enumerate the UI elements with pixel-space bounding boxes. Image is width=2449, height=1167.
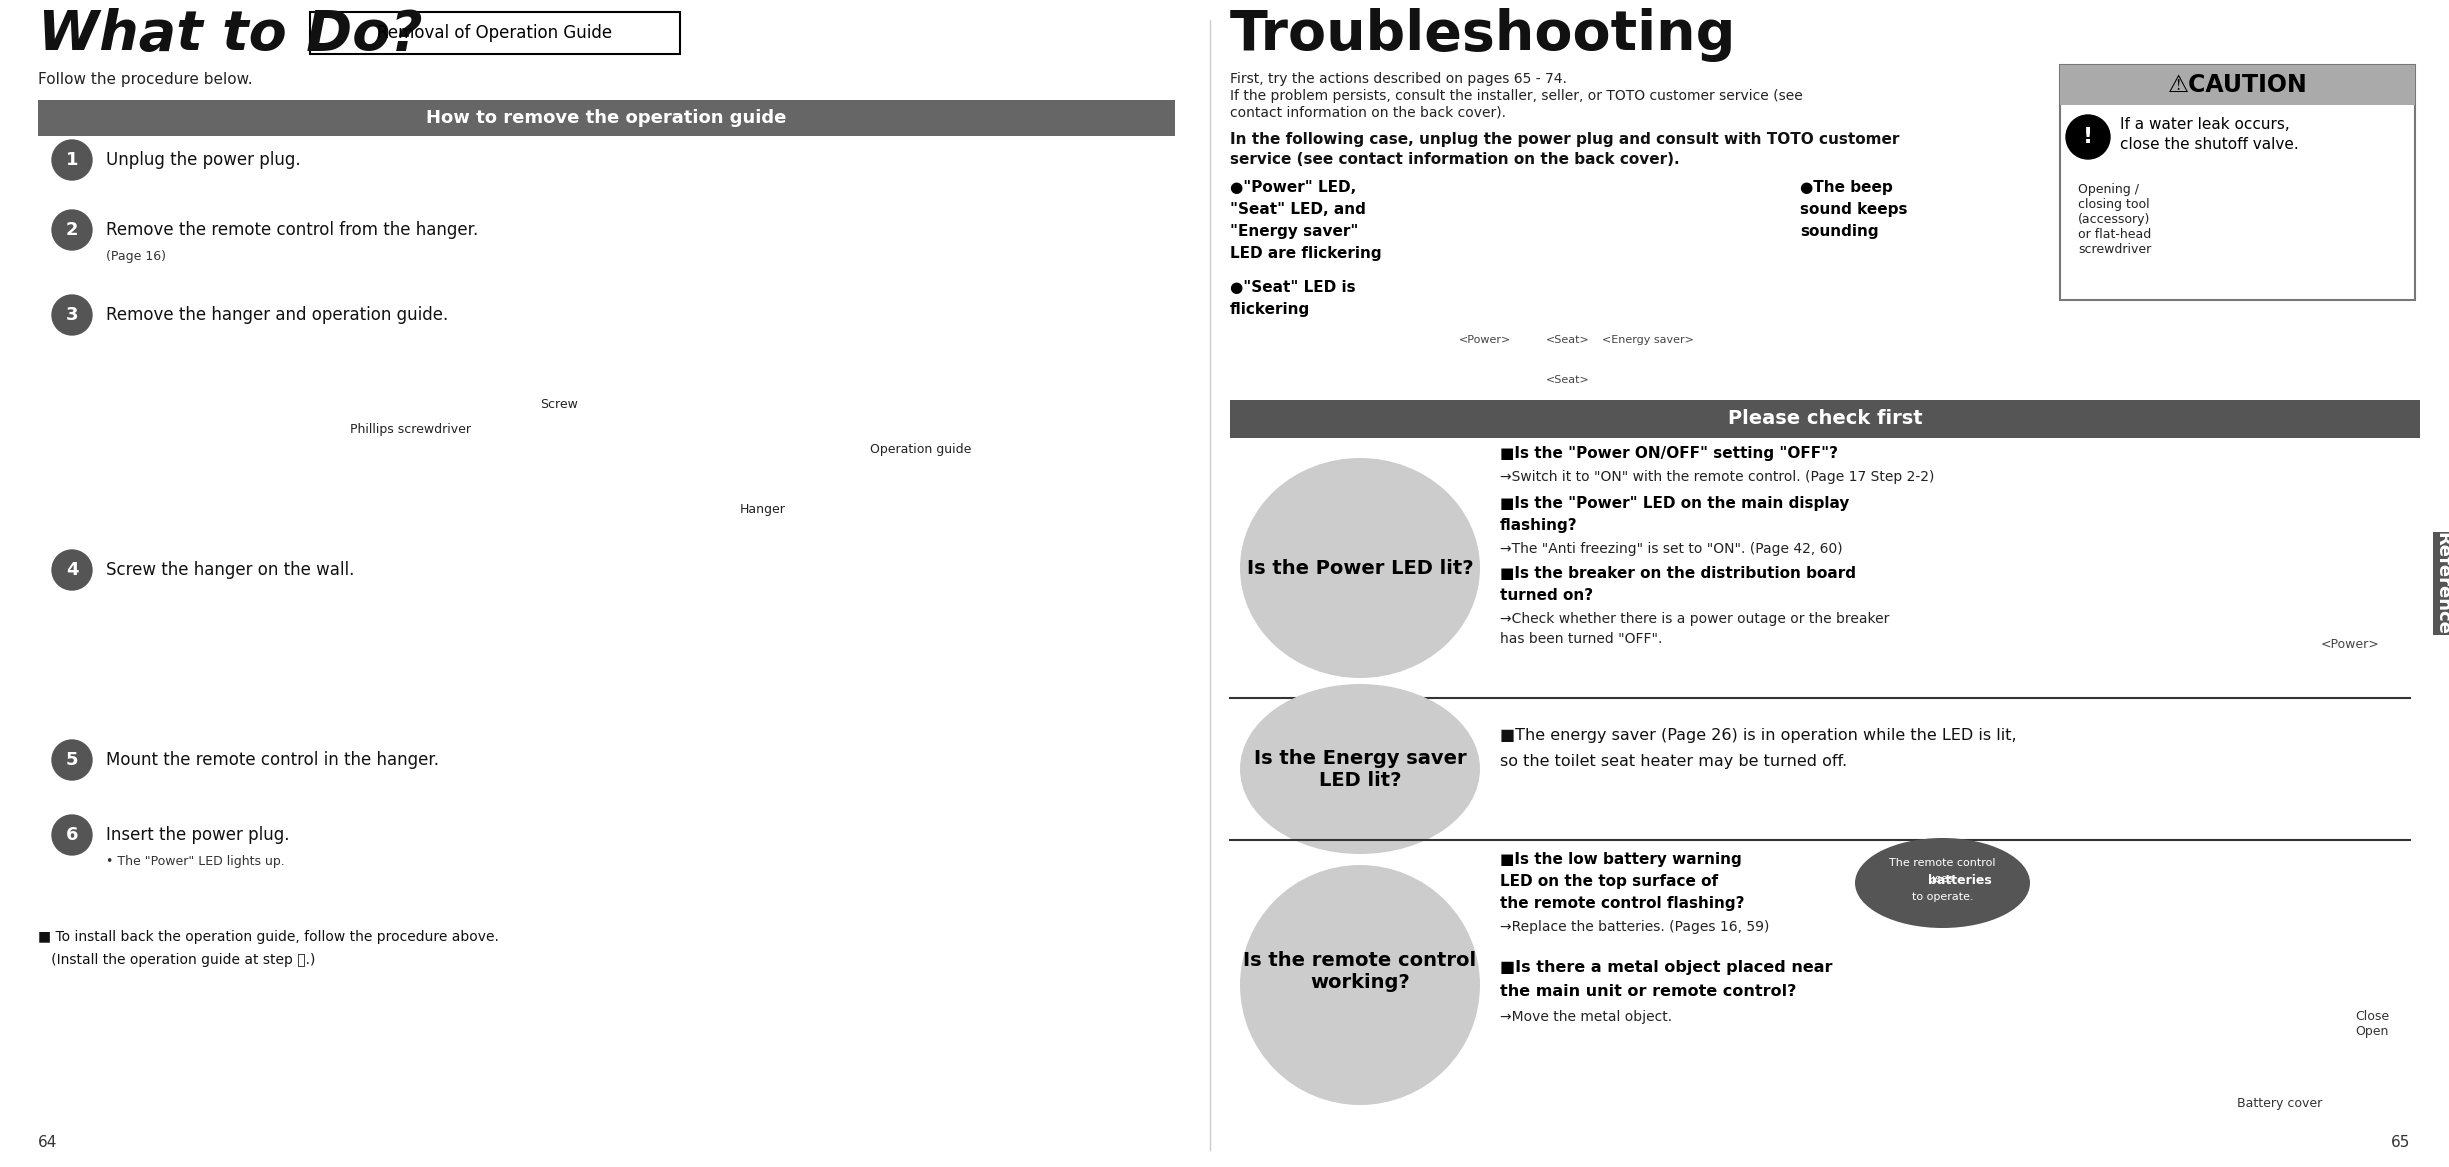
Text: <Power>: <Power>	[2322, 638, 2380, 651]
Text: LED are flickering: LED are flickering	[1229, 246, 1381, 261]
Text: →The "Anti freezing" is set to "ON". (Page 42, 60): →The "Anti freezing" is set to "ON". (Pa…	[1499, 541, 1842, 555]
Text: ■Is the "Power ON/OFF" setting "OFF"?: ■Is the "Power ON/OFF" setting "OFF"?	[1499, 446, 1839, 461]
Text: In the following case, unplug the power plug and consult with TOTO customer: In the following case, unplug the power …	[1229, 132, 1900, 147]
Text: LED on the top surface of: LED on the top surface of	[1499, 874, 1719, 889]
Text: 4: 4	[66, 561, 78, 579]
Text: Close
Open: Close Open	[2356, 1009, 2390, 1037]
Text: Insert the power plug.: Insert the power plug.	[105, 826, 289, 844]
Text: has been turned "OFF".: has been turned "OFF".	[1499, 633, 1663, 647]
Text: 3: 3	[66, 306, 78, 324]
Text: ■Is there a metal object placed near: ■Is there a metal object placed near	[1499, 960, 1832, 974]
Text: →Replace the batteries. (Pages 16, 59): →Replace the batteries. (Pages 16, 59)	[1499, 920, 1768, 934]
Text: Is the remote control
working?: Is the remote control working?	[1244, 950, 1477, 992]
Text: service (see contact information on the back cover).: service (see contact information on the …	[1229, 152, 1680, 167]
Text: If a water leak occurs,: If a water leak occurs,	[2121, 117, 2290, 132]
Ellipse shape	[1239, 457, 1479, 678]
Text: turned on?: turned on?	[1499, 588, 1594, 603]
Circle shape	[51, 295, 93, 335]
Text: <Seat>: <Seat>	[1545, 335, 1589, 345]
Text: Hanger: Hanger	[740, 503, 786, 517]
Text: "Seat" LED, and: "Seat" LED, and	[1229, 202, 1367, 217]
Text: <Energy saver>: <Energy saver>	[1602, 335, 1695, 345]
Text: →Move the metal object.: →Move the metal object.	[1499, 1009, 1673, 1023]
Text: close the shutoff valve.: close the shutoff valve.	[2121, 137, 2300, 152]
Text: Battery cover: Battery cover	[2238, 1097, 2322, 1110]
Bar	[2060, 65, 2415, 300]
Text: Follow the procedure below.: Follow the procedure below.	[39, 72, 252, 88]
Ellipse shape	[1854, 838, 2030, 928]
Text: Remove the remote control from the hanger.: Remove the remote control from the hange…	[105, 221, 478, 239]
Bar	[39, 100, 1176, 137]
Text: "Energy saver": "Energy saver"	[1229, 224, 1359, 239]
Ellipse shape	[1239, 865, 1479, 1105]
Text: Screw the hanger on the wall.: Screw the hanger on the wall.	[105, 561, 355, 579]
Text: the remote control flashing?: the remote control flashing?	[1499, 896, 1744, 911]
Text: How to remove the operation guide: How to remove the operation guide	[426, 109, 786, 127]
Text: sounding: sounding	[1800, 224, 1878, 239]
Text: so the toilet seat heater may be turned off.: so the toilet seat heater may be turned …	[1499, 754, 1847, 769]
Text: 65: 65	[2390, 1135, 2410, 1149]
Text: 6: 6	[66, 826, 78, 844]
Text: Phillips screwdriver: Phillips screwdriver	[350, 424, 470, 436]
Text: ⚠CAUTION: ⚠CAUTION	[2167, 74, 2307, 97]
Text: uses: uses	[1927, 874, 1957, 883]
Text: Unplug the power plug.: Unplug the power plug.	[105, 151, 301, 169]
Text: • The "Power" LED lights up.: • The "Power" LED lights up.	[105, 855, 284, 868]
Text: Is the Energy saver
LED lit?: Is the Energy saver LED lit?	[1254, 748, 1467, 790]
Ellipse shape	[1239, 684, 1479, 854]
Bar	[1229, 400, 2420, 438]
Text: 5: 5	[66, 752, 78, 769]
Text: Troubleshooting: Troubleshooting	[1229, 8, 1736, 62]
Text: ●The beep: ●The beep	[1800, 180, 1893, 195]
Text: sound keeps: sound keeps	[1800, 202, 1908, 217]
Text: <Power>: <Power>	[1460, 335, 1511, 345]
Text: →Switch it to "ON" with the remote control. (Page 17 Step 2-2): →Switch it to "ON" with the remote contr…	[1499, 470, 1935, 484]
Circle shape	[51, 210, 93, 250]
Text: (Page 16): (Page 16)	[105, 250, 167, 263]
Text: ●"Power" LED,: ●"Power" LED,	[1229, 180, 1357, 195]
Text: Screw: Screw	[539, 398, 578, 412]
Circle shape	[2067, 116, 2111, 159]
Bar	[311, 12, 681, 54]
Text: ■Is the low battery warning: ■Is the low battery warning	[1499, 852, 1741, 867]
Bar	[2060, 65, 2415, 105]
Text: 64: 64	[39, 1135, 56, 1149]
Text: Opening /
closing tool
(accessory)
or flat-head
screwdriver: Opening / closing tool (accessory) or fl…	[2079, 183, 2150, 256]
Text: !: !	[2084, 127, 2094, 147]
Text: First, try the actions described on pages 65 - 74.: First, try the actions described on page…	[1229, 72, 1567, 86]
Text: <Seat>: <Seat>	[1545, 375, 1589, 385]
Text: contact information on the back cover).: contact information on the back cover).	[1229, 106, 1506, 120]
Text: ■The energy saver (Page 26) is in operation while the LED is lit,: ■The energy saver (Page 26) is in operat…	[1499, 728, 2016, 743]
Text: to operate.: to operate.	[1913, 892, 1974, 902]
Text: What to Do?: What to Do?	[39, 8, 424, 62]
Circle shape	[51, 815, 93, 855]
Text: The remote control: The remote control	[1888, 858, 1996, 868]
Text: Mount the remote control in the hanger.: Mount the remote control in the hanger.	[105, 752, 438, 769]
Circle shape	[51, 140, 93, 180]
Text: Reference: Reference	[2432, 532, 2449, 635]
Text: 1: 1	[66, 151, 78, 169]
Text: Removal of Operation Guide: Removal of Operation Guide	[377, 25, 612, 42]
Text: Remove the hanger and operation guide.: Remove the hanger and operation guide.	[105, 306, 448, 324]
Text: (Install the operation guide at step ⓓ.): (Install the operation guide at step ⓓ.)	[39, 953, 316, 967]
Text: ■ To install back the operation guide, follow the procedure above.: ■ To install back the operation guide, f…	[39, 930, 500, 944]
Text: ●"Seat" LED is: ●"Seat" LED is	[1229, 280, 1357, 295]
Text: batteries: batteries	[1893, 874, 1991, 887]
Text: flashing?: flashing?	[1499, 518, 1577, 533]
Text: Operation guide: Operation guide	[869, 443, 972, 456]
Text: flickering: flickering	[1229, 302, 1310, 317]
Circle shape	[51, 740, 93, 780]
Circle shape	[51, 550, 93, 591]
Text: Please check first: Please check first	[1727, 410, 1922, 428]
Text: →Check whether there is a power outage or the breaker: →Check whether there is a power outage o…	[1499, 612, 1888, 626]
Text: 2: 2	[66, 221, 78, 239]
Text: If the problem persists, consult the installer, seller, or TOTO customer service: If the problem persists, consult the ins…	[1229, 89, 1802, 103]
Text: Is the Power LED lit?: Is the Power LED lit?	[1247, 559, 1474, 578]
Text: ■Is the breaker on the distribution board: ■Is the breaker on the distribution boar…	[1499, 566, 1856, 581]
Text: ■Is the "Power" LED on the main display: ■Is the "Power" LED on the main display	[1499, 496, 1849, 511]
Text: the main unit or remote control?: the main unit or remote control?	[1499, 984, 1798, 999]
